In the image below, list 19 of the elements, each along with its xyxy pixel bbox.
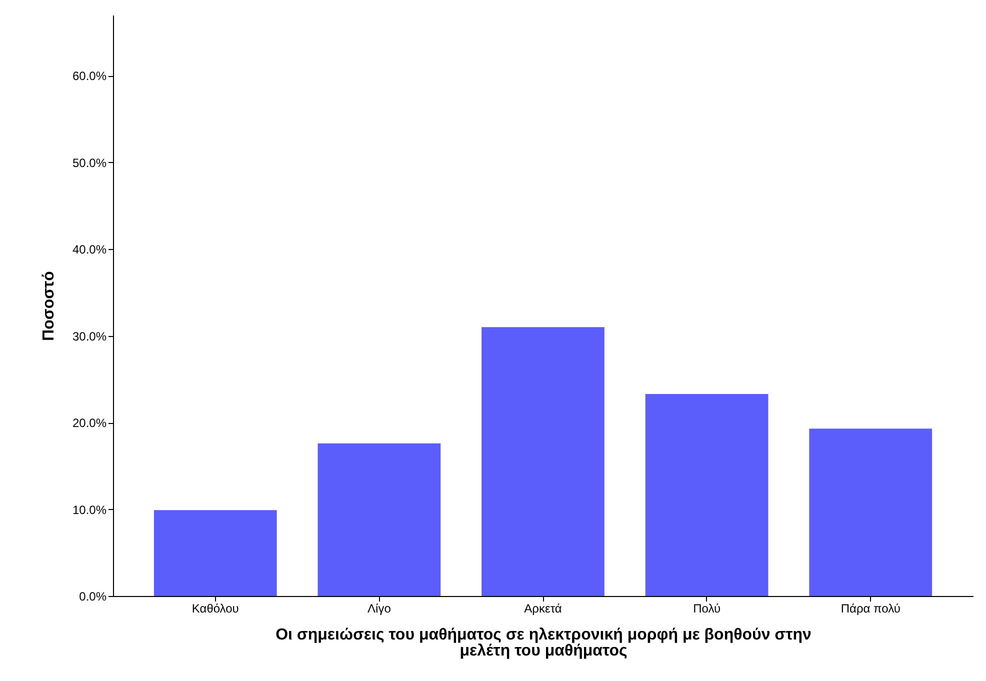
bar [154, 510, 277, 596]
y-tick-label: 50.0% [72, 156, 107, 170]
y-tick-label: 20.0% [72, 416, 107, 430]
y-tick-label: 0.0% [79, 590, 107, 604]
x-tick-label: Λίγο [368, 602, 392, 616]
bar [482, 327, 604, 596]
y-tick-label: 60.0% [72, 69, 107, 84]
x-tick-label: Αρκετά [524, 602, 562, 616]
y-axis-title: Ποσοστό [40, 270, 58, 341]
bar [645, 394, 768, 596]
x-axis-title: Οι σημειώσεις του μαθήματος σε ηλεκτρονική μορφή με βοηθούν στην μελέτη του μαθήματος [276, 626, 812, 660]
y-tick-label: 30.0% [72, 329, 107, 344]
y-tick-label: 40.0% [72, 242, 107, 257]
x-tick-label: Πάρα πολύ [840, 602, 900, 616]
bar [318, 443, 441, 596]
x-tick-label: Καθόλου [192, 602, 239, 616]
x-tick-label: Πολύ [693, 602, 721, 616]
y-tick-label: 10.0% [72, 502, 107, 517]
bar [809, 428, 932, 596]
